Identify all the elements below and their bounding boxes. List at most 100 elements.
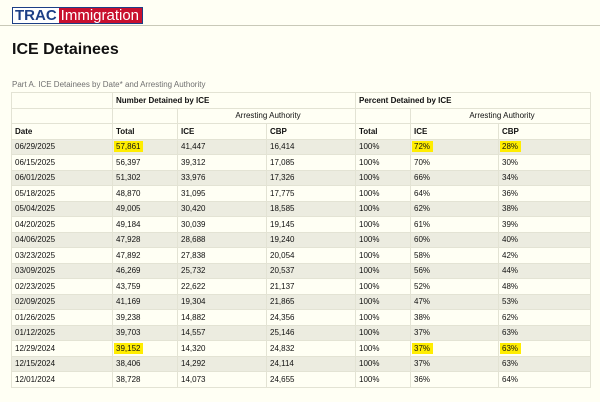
cell-percent-ice: 47% xyxy=(410,293,499,310)
cell-percent-total: 100% xyxy=(355,169,411,186)
cell-percent-cbp: 34% xyxy=(497,169,592,186)
cell-number-cbp: 24,114 xyxy=(266,355,356,372)
cell-percent-ice: 61% xyxy=(410,216,499,233)
cell-number-ice: 30,039 xyxy=(177,216,267,233)
cell-number-ice: 14,557 xyxy=(177,324,267,341)
cell-percent-total: 100% xyxy=(355,278,411,295)
cell-number-total: 47,928 xyxy=(112,231,178,248)
cell-number-total: 51,302 xyxy=(112,169,178,186)
cell-percent-total: 100% xyxy=(355,216,411,233)
cell-percent-ice: 56% xyxy=(410,262,499,279)
cell-number-total: 38,406 xyxy=(112,355,178,372)
header-empty xyxy=(11,92,113,109)
page-title: ICE Detainees xyxy=(12,41,119,58)
table-row: 06/29/2025 57,861 41,447 16,414 100% 72% 28% xyxy=(11,138,592,155)
table-row: 01/26/2025 39,238 14,882 24,356 100% 38% 62% xyxy=(11,309,592,326)
highlighted-value: 63% xyxy=(500,342,522,354)
cell-date: 06/15/2025 xyxy=(11,154,113,171)
cell-date: 03/23/2025 xyxy=(11,247,113,264)
cell-percent-cbp: 48% xyxy=(497,278,592,295)
cell-number-cbp: 21,137 xyxy=(266,278,356,295)
table-row: 02/09/2025 41,169 19,304 21,865 100% 47% 53% xyxy=(11,293,592,310)
cell-date: 04/06/2025 xyxy=(11,231,113,248)
cell-percent-total: 100% xyxy=(355,309,411,326)
cell-percent-total: 100% xyxy=(355,371,411,388)
highlighted-value: 57,861 xyxy=(114,141,144,153)
cell-number-total: 47,892 xyxy=(112,247,178,264)
cell-percent-cbp: 39% xyxy=(497,216,592,233)
cell-number-total: 46,269 xyxy=(112,262,178,279)
cell-percent-cbp: 63% xyxy=(497,355,592,372)
cell-percent-total: 100% xyxy=(355,138,411,155)
cell-percent-cbp: 42% xyxy=(497,247,592,264)
group-number-detained: Number Detained by ICE xyxy=(112,92,356,109)
cell-percent-ice: 36% xyxy=(410,371,499,388)
highlighted-value: 37% xyxy=(412,342,434,354)
table-row: 12/01/2024 38,728 14,073 24,655 100% 36% 64% xyxy=(11,371,592,388)
cell-number-ice: 33,976 xyxy=(177,169,267,186)
cell-date: 03/09/2025 xyxy=(11,262,113,279)
highlighted-value: 28% xyxy=(500,141,522,153)
cell-number-ice: 14,320 xyxy=(177,340,267,357)
column-header-number-total: Total xyxy=(112,123,178,140)
cell-percent-total: 100% xyxy=(355,340,411,357)
cell-number-ice: 30,420 xyxy=(177,200,267,217)
cell-number-cbp: 19,240 xyxy=(266,231,356,248)
cell-percent-cbp: 63% xyxy=(497,324,592,341)
subgroup-arresting-authority: Arresting Authority xyxy=(177,107,356,124)
cell-date: 12/29/2024 xyxy=(11,340,113,357)
cell-percent-cbp: 44% xyxy=(497,262,592,279)
cell-percent-cbp: 28% xyxy=(497,138,592,155)
cell-percent-total: 100% xyxy=(355,200,411,217)
cell-number-cbp: 18,585 xyxy=(266,200,356,217)
table-row: 04/06/2025 47,928 28,688 19,240 100% 60% 40% xyxy=(11,231,592,248)
cell-number-ice: 14,292 xyxy=(177,355,267,372)
table-row: 01/12/2025 39,703 14,557 25,146 100% 37% 63% xyxy=(11,324,592,341)
cell-number-cbp: 24,655 xyxy=(266,371,356,388)
subgroup-arresting-authority: Arresting Authority xyxy=(409,107,592,124)
cell-percent-ice: 72% xyxy=(410,138,499,155)
cell-percent-ice: 60% xyxy=(410,231,499,248)
cell-percent-ice: 37% xyxy=(410,355,499,372)
cell-percent-cbp: 63% xyxy=(497,340,592,357)
cell-percent-cbp: 53% xyxy=(497,293,592,310)
cell-percent-total: 100% xyxy=(355,262,411,279)
cell-number-cbp: 25,146 xyxy=(266,324,356,341)
cell-percent-ice: 52% xyxy=(410,278,499,295)
cell-date: 05/18/2025 xyxy=(11,185,113,202)
cell-percent-total: 100% xyxy=(355,355,411,372)
trac-logo[interactable]: TRAC Immigration xyxy=(12,7,144,24)
table-row: 04/20/2025 49,184 30,039 19,145 100% 61% 39% xyxy=(11,216,592,233)
cell-number-ice: 14,882 xyxy=(177,309,267,326)
cell-number-total: 38,728 xyxy=(112,371,178,388)
column-header-percent-ice: ICE xyxy=(410,123,499,140)
cell-percent-ice: 38% xyxy=(410,309,499,326)
cell-number-total: 43,759 xyxy=(112,278,178,295)
table-row: 12/29/2024 39,152 14,320 24,832 100% 37% 63% xyxy=(11,340,592,357)
logo-immigration-text: Immigration xyxy=(58,8,143,23)
cell-number-total: 49,005 xyxy=(112,200,178,217)
table-row: 03/09/2025 46,269 25,732 20,537 100% 56% 44% xyxy=(11,262,592,279)
cell-number-total: 49,184 xyxy=(112,216,178,233)
cell-number-cbp: 16,414 xyxy=(266,138,356,155)
table-row: 05/04/2025 49,005 30,420 18,585 100% 62% 38% xyxy=(11,200,592,217)
cell-number-ice: 31,095 xyxy=(177,185,267,202)
cell-percent-cbp: 62% xyxy=(497,309,592,326)
cell-percent-total: 100% xyxy=(355,154,411,171)
cell-percent-ice: 37% xyxy=(410,324,499,341)
table-row: 03/23/2025 47,892 27,838 20,054 100% 58% 42% xyxy=(11,247,592,264)
cell-date: 02/23/2025 xyxy=(11,278,113,295)
table-body: 06/29/2025 57,861 41,447 16,414 100% 72% 28% 06… xyxy=(11,138,592,388)
table-row: 12/15/2024 38,406 14,292 24,114 100% 37% 63% xyxy=(11,355,592,372)
cell-number-cbp: 17,775 xyxy=(266,185,356,202)
cell-number-total: 39,152 xyxy=(112,340,178,357)
cell-percent-total: 100% xyxy=(355,247,411,264)
table-row: 06/01/2025 51,302 33,976 17,326 100% 66% 34% xyxy=(11,169,592,186)
column-header-percent-cbp: CBP xyxy=(497,123,592,140)
header-empty xyxy=(11,107,113,124)
header-empty xyxy=(112,107,178,124)
cell-number-ice: 19,304 xyxy=(177,293,267,310)
cell-number-ice: 14,073 xyxy=(177,371,267,388)
cell-date: 05/04/2025 xyxy=(11,200,113,217)
table-caption: Part A. ICE Detainees by Date* and Arres… xyxy=(12,80,206,89)
